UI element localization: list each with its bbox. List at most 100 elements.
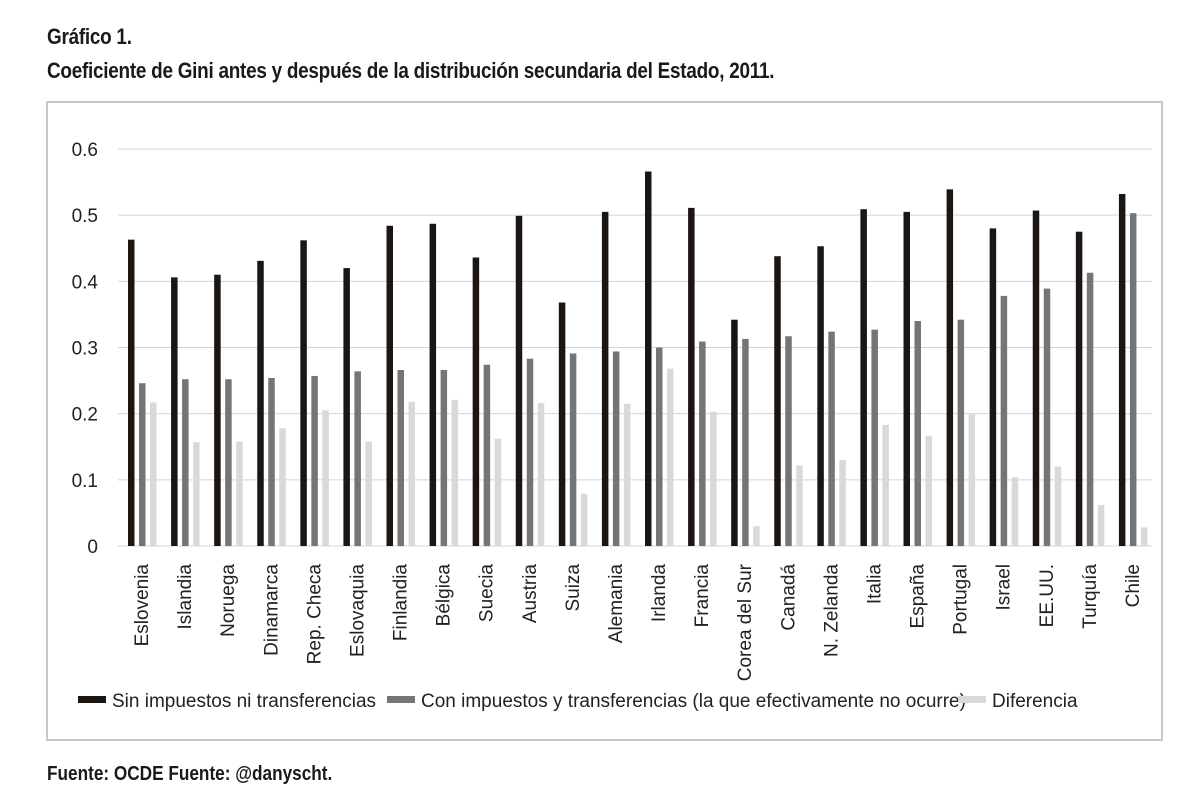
bar-before (343, 268, 350, 546)
y-tick-label: 0.3 (72, 339, 98, 360)
x-tick-label: Irlanda (649, 564, 670, 623)
bar-after (914, 321, 921, 546)
bar-difference (882, 424, 889, 546)
bar-difference (150, 402, 157, 546)
bar-after (397, 369, 404, 546)
bar-before (903, 211, 910, 546)
bar-before (989, 228, 997, 546)
x-tick-label: Islandia (175, 564, 196, 630)
x-tick-label: Suiza (563, 564, 584, 612)
bar-difference (537, 403, 545, 546)
bar-after (785, 336, 792, 546)
bar-before (688, 207, 695, 546)
bar-after (225, 379, 232, 546)
bar-after (1129, 213, 1137, 546)
bar-before (300, 240, 307, 546)
bar-before (645, 171, 652, 546)
bar-before (731, 319, 738, 546)
bar-difference (322, 410, 329, 546)
x-tick-label: Eslovaquia (347, 564, 368, 657)
bar-before (128, 239, 135, 547)
title-block: Gráfico 1. Coeficiente de Gini antes y d… (47, 20, 893, 88)
bar-before (429, 223, 437, 547)
bar-difference (710, 411, 717, 546)
x-tick-label: Israel (994, 564, 1015, 610)
bar-before (1075, 231, 1083, 547)
bar-after (957, 319, 965, 546)
chart-title: Coeficiente de Gini antes y después de l… (47, 58, 775, 83)
bar-difference (1054, 466, 1062, 546)
bar-difference (968, 414, 976, 546)
bar-after (354, 371, 361, 546)
legend-label: Diferencia (992, 691, 1078, 712)
bar-before (1118, 193, 1126, 546)
x-tick-label: N. Zelanda (821, 564, 842, 657)
x-tick-label: Eslovenia (132, 564, 153, 647)
bar-difference (1011, 477, 1019, 546)
bar-after (699, 341, 706, 546)
bar-difference (623, 403, 631, 546)
bar-difference (193, 442, 200, 546)
x-tick-label: Noruega (218, 564, 239, 637)
bar-difference (408, 401, 415, 546)
bar-before (257, 260, 264, 546)
y-tick-label: 0.4 (72, 272, 99, 293)
y-tick-label: 0.1 (72, 471, 98, 492)
bar-difference (279, 428, 286, 546)
bar-after (742, 338, 749, 546)
x-tick-label: EE.UU. (1037, 564, 1058, 627)
x-tick-label: Turquía (1080, 564, 1101, 629)
legend-swatch (78, 696, 106, 703)
bar-before (558, 302, 566, 546)
y-tick-label: 0.6 (72, 140, 98, 161)
bar-after (871, 329, 878, 546)
bar-difference (1097, 504, 1105, 546)
bar-after (268, 377, 275, 546)
bar-after (139, 383, 146, 546)
bar-before (214, 274, 221, 546)
bar-before (171, 277, 178, 546)
x-tick-label: Bélgica (434, 564, 455, 627)
bar-difference (451, 399, 459, 546)
bar-before (472, 257, 480, 546)
y-tick-label: 0 (87, 537, 98, 558)
bar-before (860, 209, 867, 546)
bar-after (828, 331, 835, 546)
bar-before (774, 256, 781, 546)
bar-difference (236, 441, 243, 546)
x-tick-label: Canadá (778, 564, 799, 631)
bar-after (440, 369, 448, 546)
bar-difference (925, 436, 932, 546)
legend-label: Con impuestos y transferencias (la que e… (421, 691, 966, 712)
x-tick-label: Portugal (951, 564, 972, 635)
x-tick-label: España (908, 564, 929, 629)
legend-label: Sin impuestos ni transferencias (112, 691, 376, 712)
bar-difference (796, 465, 803, 546)
bar-before (515, 215, 523, 546)
y-tick-label: 0.5 (72, 206, 98, 227)
x-tick-label: Austria (520, 564, 541, 624)
bar-difference (580, 493, 588, 546)
bar-before (601, 211, 609, 546)
bar-after (526, 358, 534, 546)
bar-before (1032, 210, 1040, 546)
x-tick-label: Alemania (606, 564, 627, 644)
source-note: Fuente: OCDE Fuente: @danyscht. (47, 763, 333, 785)
legend-swatch (387, 696, 415, 703)
x-tick-label: Francia (692, 564, 713, 628)
figure-label: Gráfico 1. (47, 24, 132, 49)
bar-after (1086, 272, 1094, 546)
bar-after (182, 379, 189, 546)
bar-after (1000, 295, 1008, 546)
bar-before (946, 189, 954, 546)
bar-after (311, 375, 318, 546)
x-tick-label: Suecia (477, 564, 498, 623)
bar-difference (365, 441, 372, 546)
bar-after (569, 353, 577, 546)
y-tick-label: 0.2 (72, 405, 98, 426)
x-tick-label: Finlandia (391, 564, 412, 642)
bar-difference (839, 459, 846, 546)
x-tick-label: Chile (1123, 564, 1144, 607)
bar-after (612, 351, 620, 546)
bar-difference (667, 368, 674, 546)
